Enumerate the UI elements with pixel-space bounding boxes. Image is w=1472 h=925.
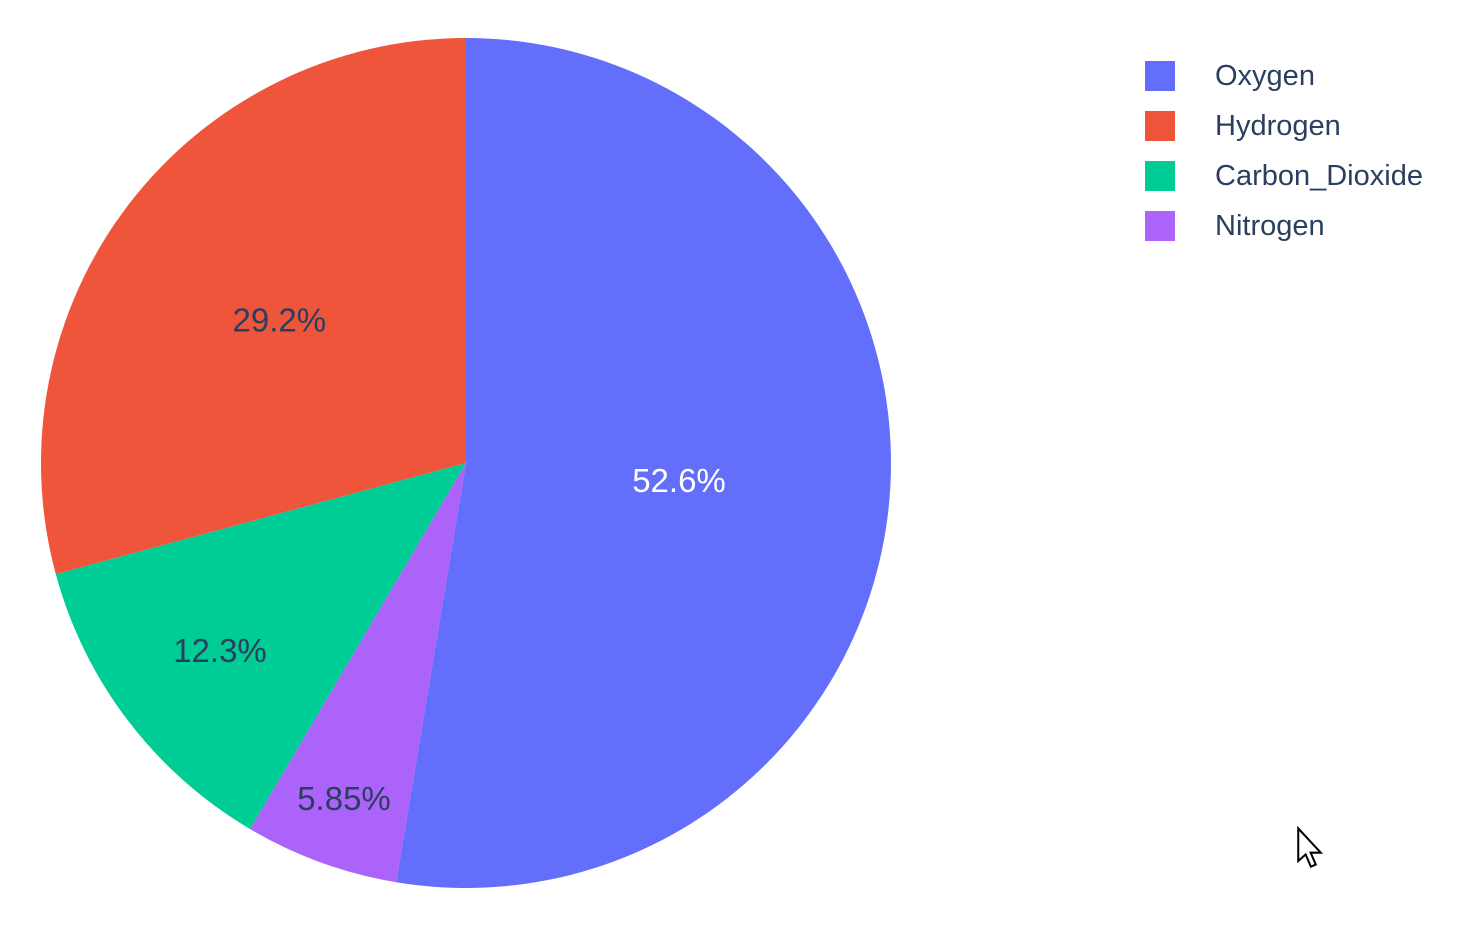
legend-item-nitrogen[interactable]: Nitrogen [1145, 209, 1423, 242]
legend-swatch-nitrogen-icon [1145, 211, 1175, 241]
pie-slice-nitrogen[interactable] [250, 463, 466, 883]
pie-slice-hydrogen[interactable] [40, 38, 466, 575]
legend-item-oxygen[interactable]: Oxygen [1145, 59, 1423, 92]
legend-label-oxygen: Oxygen [1215, 59, 1315, 92]
legend-swatch-hydrogen-icon [1145, 111, 1175, 141]
pie-slice-carbon_dioxide[interactable] [55, 463, 467, 830]
legend-swatch-carbon-dioxide-icon [1145, 161, 1175, 191]
legend: Oxygen Hydrogen Carbon_Dioxide Nitrogen [1145, 59, 1423, 261]
legend-swatch-oxygen-icon [1145, 61, 1175, 91]
legend-item-carbon-dioxide[interactable]: Carbon_Dioxide [1145, 159, 1423, 192]
legend-label-nitrogen: Nitrogen [1215, 209, 1325, 242]
mouse-cursor-icon [1297, 826, 1323, 868]
legend-label-hydrogen: Hydrogen [1215, 109, 1341, 142]
pie-slice-oxygen[interactable] [396, 38, 891, 888]
legend-label-carbon-dioxide: Carbon_Dioxide [1215, 159, 1423, 192]
legend-item-hydrogen[interactable]: Hydrogen [1145, 109, 1423, 142]
